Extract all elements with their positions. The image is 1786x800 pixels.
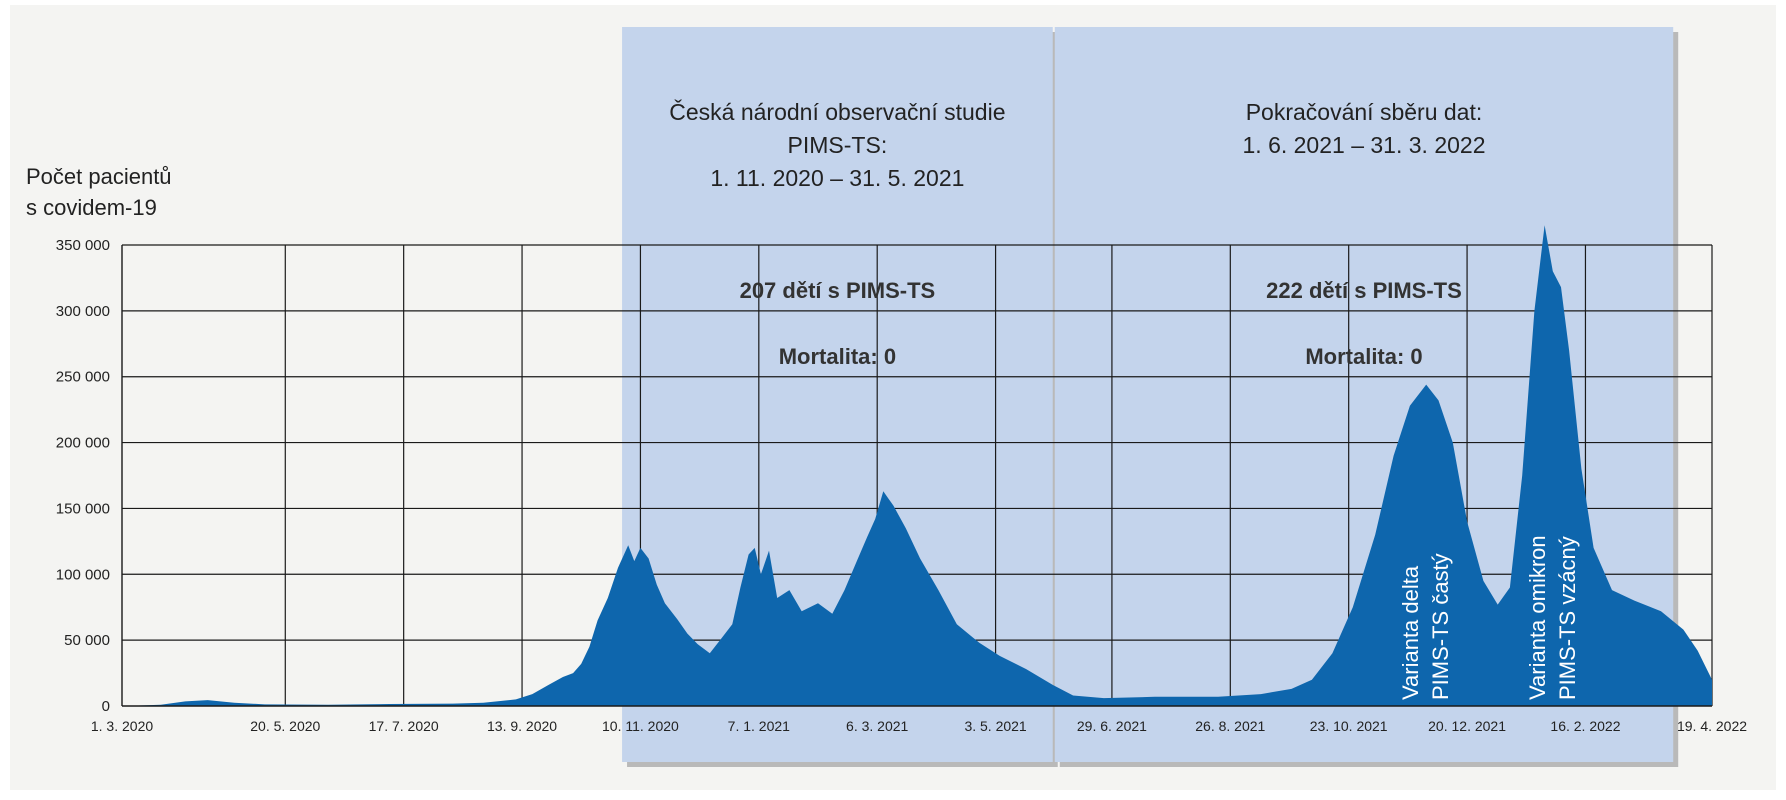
cases-area-series-0 [122,225,1712,706]
panel2-mortality: Mortalita: 0 [1305,344,1422,369]
x-tick-label: 13. 9. 2020 [487,718,557,734]
y-tick-label: 150 000 [56,500,110,517]
x-tick-labels: 1. 3. 2020 20. 5. 2020 17. 7. 2020 13. 9. 2… [91,718,1747,734]
x-tick-label: 20. 5. 2020 [250,718,320,734]
panel2-title-line: 1. 6. 2021 – 31. 3. 2022 [1243,132,1486,158]
panel2-title-line: Pokračování sběru dat: [1246,99,1483,125]
x-tick-label: 20. 12. 2021 [1428,718,1506,734]
variant-label-line: PIMS-TS častý [1428,553,1453,700]
y-tick-label: 300 000 [56,303,110,320]
y-tick-label: 50 000 [64,632,110,649]
panel2-count: 222 dětí s PIMS-TS [1266,278,1462,303]
y-tick-label: 100 000 [56,566,110,583]
annotations: Počet pacientů s covidem-19 Česká národní … [26,98,1580,700]
panel1-count: 207 dětí s PIMS-TS [740,278,936,303]
x-tick-label: 3. 5. 2021 [964,718,1026,734]
y-tick-label: 250 000 [56,369,110,386]
variant-label-line: Varianta delta [1398,565,1423,700]
y-tick-label: 350 000 [56,237,110,254]
panel1-mortality: Mortalita: 0 [779,344,896,369]
x-tick-label: 7. 1. 2021 [728,718,790,734]
x-tick-label: 17. 7. 2020 [369,718,439,734]
variant-label-line: PIMS-TS vzácný [1555,536,1580,700]
y-tick-label: 200 000 [56,435,110,452]
x-tick-label: 23. 10. 2021 [1310,718,1388,734]
cases-area [122,225,1712,707]
x-tick-label: 16. 2. 2022 [1550,718,1620,734]
panel1-title-line: 1. 11. 2020 – 31. 5. 2021 [710,165,964,191]
x-tick-label: 29. 6. 2021 [1077,718,1147,734]
variant-label-line: Varianta omikron [1525,535,1550,700]
y-tick-labels: 0 50 000 100 000 150 000 200 000 250 000 300 0… [56,237,110,715]
x-tick-label: 6. 3. 2021 [846,718,908,734]
x-tick-label: 1. 3. 2020 [91,718,153,734]
panel1-title-line: PIMS-TS: [788,132,888,158]
x-tick-label: 19. 4. 2022 [1677,718,1747,734]
x-tick-label: 26. 8. 2021 [1195,718,1265,734]
y-tick-label: 0 [102,698,110,715]
y-axis-title-line: s covidem-19 [26,195,157,220]
x-tick-label: 10. 11. 2020 [602,718,679,734]
panel1-title-line: Česká národní observační studie [669,98,1005,125]
y-axis-title-line: Počet pacientů [26,164,172,189]
